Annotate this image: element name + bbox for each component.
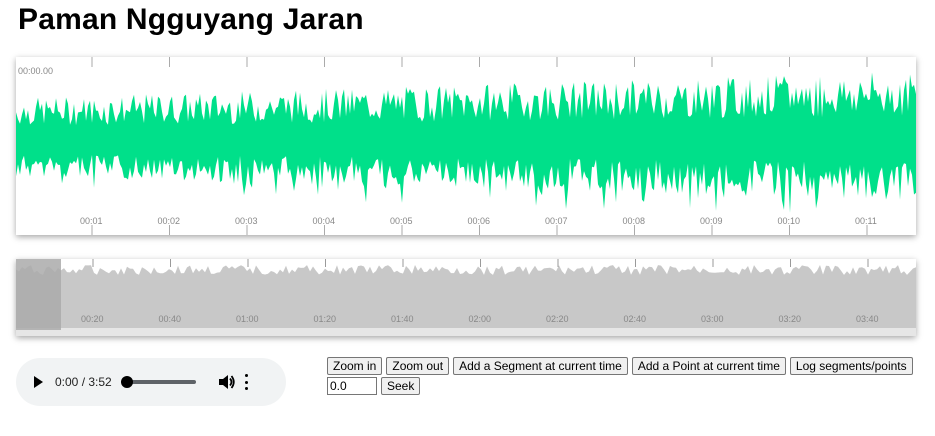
add-point-button[interactable]: Add a Point at current time [631,357,786,375]
overview-tick-label: 03:40 [856,314,879,324]
zoomview-tick-label: 00:11 [855,216,877,226]
zoomview-waveform[interactable]: 00:00.00 00:01 00:02 00:03 00:04 00:05 00:06 00… [16,57,916,235]
seek-time-input[interactable] [327,377,377,395]
overview-waveform-canvas[interactable]: 00:20 00:40 01:00 01:20 01:40 02:00 02:20 02:40… [16,259,916,336]
zoomview-tick-label: 00:05 [390,216,413,226]
zoomview-waveform-canvas[interactable]: 00:00.00 00:01 00:02 00:03 00:04 00:05 00:06 00… [16,57,916,235]
overview-tick-label: 02:40 [624,314,647,324]
log-segments-button[interactable]: Log segments/points [789,357,913,375]
more-options-icon[interactable] [244,374,250,390]
volume-icon[interactable] [218,374,236,390]
overview-waveform[interactable]: 00:20 00:40 01:00 01:20 01:40 02:00 02:20 02:40… [16,259,916,336]
overview-tick-label: 03:00 [701,314,724,324]
zoomview-tick-label: 00:07 [545,216,568,226]
overview-tick-label: 02:20 [546,314,569,324]
overview-tick-label: 03:20 [779,314,802,324]
overview-tick-label: 01:40 [391,314,414,324]
page-title: Paman Ngguyang Jaran [18,3,364,36]
time-display: 0:00 / 3:52 [55,375,112,389]
zoomview-start-time: 00:00.00 [18,66,53,76]
zoom-in-button[interactable]: Zoom in [327,357,383,375]
zoomview-tick-label: 00:06 [468,216,491,226]
overview-tick-label: 02:00 [469,314,492,324]
play-icon[interactable] [34,376,43,388]
overview-tick-label: 01:20 [314,314,337,324]
zoomview-tick-label: 00:03 [235,216,258,226]
progress-thumb[interactable] [120,376,133,388]
overview-tick-label: 00:40 [159,314,182,324]
progress-slider[interactable] [120,376,196,388]
zoomview-tick-label: 00:04 [313,216,336,226]
seek-button[interactable]: Seek [381,377,421,395]
zoomview-tick-label: 00:08 [623,216,646,226]
overview-tick-label: 00:20 [81,314,104,324]
zoomview-tick-label: 00:10 [778,216,801,226]
zoomview-tick-label: 00:01 [80,216,103,226]
zoomview-tick-label: 00:09 [700,216,723,226]
overview-highlight [16,259,61,330]
zoom-out-button[interactable]: Zoom out [386,357,450,375]
zoomview-tick-label: 00:02 [158,216,181,226]
overview-tick-label: 01:00 [236,314,259,324]
add-segment-button[interactable]: Add a Segment at current time [453,357,628,375]
audio-player[interactable]: 0:00 / 3:52 [16,358,286,406]
controls-panel: Zoom in Zoom out Add a Segment at curren… [327,357,913,397]
